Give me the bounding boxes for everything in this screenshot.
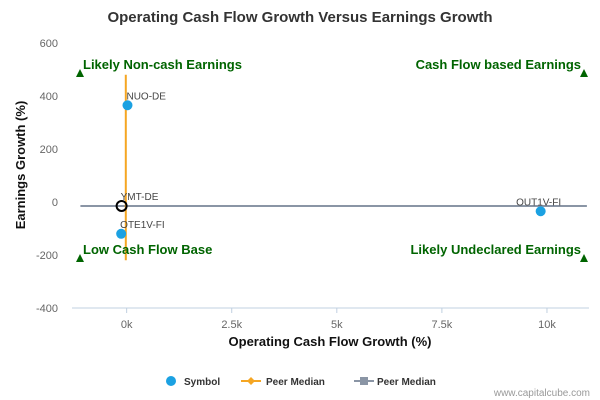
legend-item-symbol[interactable]: Symbol (166, 376, 220, 388)
x-tick-label: 2.5k (221, 319, 242, 331)
quadrant-marker-bottom-right (580, 254, 588, 262)
credit-text: www.capitalcube.com (493, 388, 590, 399)
quadrant-marker-top-left (76, 69, 84, 77)
legend-label-symbol: Symbol (184, 377, 220, 388)
legend-item-peer-median-y[interactable]: Peer Median (354, 377, 436, 388)
quadrant-markers (76, 69, 588, 262)
legend-label-peer-median-x: Peer Median (266, 377, 325, 388)
x-tick-label: 10k (538, 319, 556, 331)
quadrant-marker-top-right (580, 69, 588, 77)
data-point[interactable] (535, 206, 546, 217)
data-points: NUO-DE YMT-DE OTE1V-FI OUT1V-FI (115, 91, 561, 239)
data-point[interactable] (116, 228, 127, 239)
legend-symbol-marker (166, 376, 176, 386)
quadrant-label-bottom-left: Low Cash Flow Base (83, 242, 212, 257)
data-point[interactable] (115, 199, 128, 212)
legend-y-median-marker (360, 377, 368, 385)
legend-x-median-marker (247, 377, 255, 385)
plot-area (72, 43, 589, 308)
quadrant-label-top-left: Likely Non-cash Earnings (83, 57, 242, 72)
y-axis-ticks: -400 -200 0 200 400 600 (36, 38, 58, 315)
data-point[interactable] (122, 100, 133, 111)
y-tick-label: 0 (52, 197, 58, 209)
data-point-label: OUT1V-FI (516, 197, 561, 208)
x-tick-label: 5k (331, 319, 343, 331)
y-tick-label: 600 (40, 38, 58, 50)
y-tick-label: -200 (36, 250, 58, 262)
quadrant-label-top-right: Cash Flow based Earnings (416, 57, 581, 72)
x-axis-ticks: 0k 2.5k 5k 7.5k 10k (121, 308, 556, 331)
x-tick-label: 7.5k (431, 319, 452, 331)
legend: Symbol Peer Median Peer Median (166, 376, 436, 388)
y-tick-label: 200 (40, 144, 58, 156)
y-tick-label: 400 (40, 91, 58, 103)
y-axis-title: Earnings Growth (%) (13, 101, 28, 230)
legend-label-peer-median-y: Peer Median (377, 377, 436, 388)
chart-title: Operating Cash Flow Growth Versus Earnin… (107, 9, 492, 26)
y-tick-label: -400 (36, 303, 58, 315)
legend-item-peer-median-x[interactable]: Peer Median (241, 377, 325, 388)
x-tick-label: 0k (121, 319, 133, 331)
quadrant-label-bottom-right: Likely Undeclared Earnings (410, 242, 581, 257)
data-point-label: NUO-DE (126, 91, 166, 102)
x-axis-title: Operating Cash Flow Growth (%) (229, 334, 432, 349)
data-point-label: OTE1V-FI (120, 220, 164, 231)
quadrant-marker-bottom-left (76, 254, 84, 262)
data-point-label: YMT-DE (121, 192, 159, 203)
